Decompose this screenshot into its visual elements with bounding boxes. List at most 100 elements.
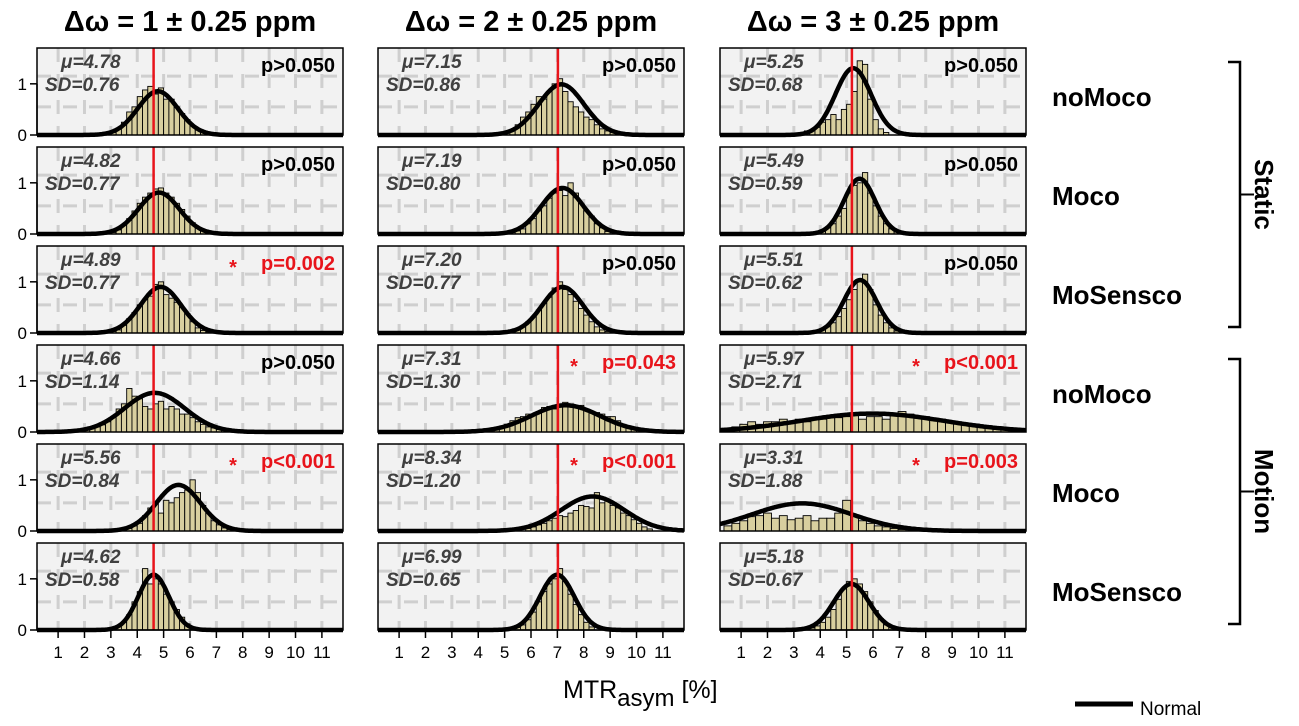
histogram-bar (834, 417, 844, 433)
histogram-bar (856, 182, 863, 235)
histogram-bar (819, 621, 826, 631)
y-axis: 01 (18, 174, 38, 244)
x-tick-label: 8 (921, 643, 930, 662)
histogram-bar (541, 205, 548, 235)
mean-label: μ=7.15 (401, 52, 462, 73)
p-value-label: p>0.050 (944, 55, 1018, 77)
histogram-bar (840, 588, 848, 631)
histogram-bar (856, 278, 863, 334)
panel-border (377, 443, 685, 532)
histogram-bar (842, 416, 852, 433)
histogram-bar (636, 522, 643, 532)
histogram-bar (872, 304, 879, 334)
legend-normal-label: Normal (1140, 699, 1201, 720)
histogram-bar (840, 307, 848, 334)
histogram-bar (578, 111, 585, 136)
y-tick-label: 0 (18, 423, 27, 442)
histogram-bar (551, 192, 558, 235)
x-tick-label: 6 (868, 643, 877, 662)
mean-label: μ=5.18 (743, 547, 804, 568)
histogram-bar (858, 418, 867, 433)
histogram-bar (840, 108, 848, 136)
histogram-bar (835, 316, 842, 334)
x-tick-label: 11 (313, 643, 331, 662)
histogram-bar (578, 504, 585, 532)
row-label-6: MoSensco (1052, 577, 1182, 607)
histogram-bar (551, 578, 558, 631)
y-tick-label: 1 (18, 471, 27, 490)
histogram-bar (834, 512, 844, 532)
histogram-bar (157, 400, 165, 433)
y-tick-label: 0 (18, 126, 27, 145)
y-tick-label: 0 (18, 621, 27, 640)
histogram-bar (189, 479, 196, 532)
x-axis-3: 1 2 3 4 5 6 7 8 9 10 11 (736, 629, 1014, 662)
sd-label: SD=0.58 (45, 570, 120, 591)
y-tick-label: 1 (18, 372, 27, 391)
histogram-bar (840, 207, 848, 235)
x-tick-label: 1 (394, 643, 403, 662)
histogram-bar (818, 418, 828, 433)
x-tick-label: 5 (842, 643, 851, 662)
histogram-bar (867, 98, 874, 136)
mean-label: μ=7.19 (401, 151, 462, 172)
histogram-bar (562, 516, 569, 532)
histogram-bar (593, 326, 601, 334)
x-tick-label: 4 (474, 643, 483, 662)
column-titles: Δω = 1 ± 0.25 ppm Δω = 2 ± 0.25 ppm Δω = 3… (64, 6, 999, 38)
histogram-bar (551, 83, 558, 136)
histogram-bar (877, 314, 885, 334)
x-tick-label: 6 (185, 643, 194, 662)
x-tick-label: 11 (654, 643, 672, 662)
y-axis: 01 (18, 570, 38, 640)
x-tick-label: 10 (969, 643, 988, 662)
x-tick-label: 1 (53, 643, 62, 662)
row-label-4: noMoco (1052, 379, 1152, 409)
histogram-bar (163, 408, 170, 433)
significance-star-icon: * (229, 257, 237, 279)
panel-border (377, 47, 685, 136)
histogram-bar (583, 314, 590, 334)
group-label: Static (1249, 159, 1279, 230)
x-tick-label: 11 (996, 643, 1014, 662)
mean-label: μ=5.56 (60, 448, 121, 469)
mean-label: μ=4.89 (60, 250, 121, 271)
column-title-3: Δω = 3 ± 0.25 ppm (747, 6, 999, 38)
sd-label: SD=0.67 (728, 570, 804, 591)
histogram-bar (147, 583, 154, 631)
x-axis-title-sub: asym (617, 685, 674, 712)
sd-label: SD=0.68 (728, 75, 803, 96)
panel-border (719, 47, 1027, 136)
histogram-bar (562, 195, 569, 235)
histogram-bar (567, 403, 574, 433)
histogram-bar (802, 421, 812, 433)
mean-label: μ=3.31 (743, 448, 804, 469)
histogram-bar (826, 517, 836, 532)
x-tick-label: 10 (286, 643, 305, 662)
significance-star-icon: * (229, 455, 237, 477)
histogram-bar (830, 609, 837, 631)
significance-star-icon: * (570, 356, 578, 378)
y-tick-label: 1 (18, 174, 27, 193)
histogram-bar (794, 517, 804, 532)
mean-label: μ=4.78 (60, 52, 121, 73)
sd-label: SD=0.76 (45, 75, 120, 96)
histogram-bar (583, 621, 590, 631)
histogram-bar (194, 421, 202, 433)
x-tick-label: 7 (895, 643, 904, 662)
histogram-bar (723, 525, 733, 532)
histogram-bar (599, 502, 606, 532)
x-tick-label: 9 (605, 643, 614, 662)
histogram-bar (802, 515, 812, 532)
histogram-bar (200, 423, 207, 433)
histogram-bar (168, 297, 175, 334)
p-value-label: p>0.050 (944, 154, 1018, 176)
histogram-bar (567, 512, 574, 532)
y-tick-label: 1 (18, 570, 27, 589)
mean-label: μ=6.99 (401, 547, 462, 568)
